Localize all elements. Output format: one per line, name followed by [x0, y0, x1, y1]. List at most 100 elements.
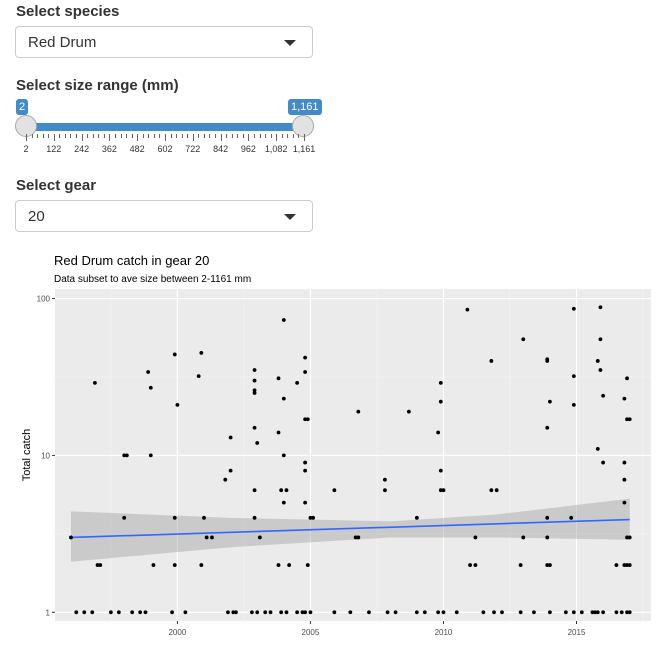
data-point: [263, 610, 268, 615]
data-point: [295, 380, 300, 385]
slider-tick: [120, 134, 122, 138]
data-point: [130, 610, 135, 615]
slider-max-handle[interactable]: [292, 115, 314, 137]
x-tick-label: 2010: [435, 628, 453, 637]
x-tick-label: 2015: [568, 628, 586, 637]
slider-tick-label: 122: [46, 144, 62, 154]
data-point: [468, 563, 472, 567]
data-point: [257, 535, 262, 540]
slider-tick: [81, 134, 83, 141]
slider-tick: [215, 134, 217, 138]
data-point: [625, 563, 629, 567]
data-point: [492, 610, 496, 615]
slider-tick: [292, 134, 294, 138]
slider-tick: [198, 134, 200, 138]
data-point: [569, 515, 574, 520]
data-point: [547, 399, 552, 404]
data-point: [228, 468, 233, 473]
data-point: [571, 610, 576, 615]
data-point: [438, 488, 443, 493]
slider-tick: [176, 134, 178, 138]
slider-tick: [209, 134, 211, 138]
data-point: [303, 500, 308, 505]
data-point: [183, 610, 188, 615]
data-point: [601, 610, 606, 615]
slider-tick: [31, 134, 33, 138]
data-point: [300, 610, 305, 615]
slider-tick: [131, 134, 133, 138]
data-point: [393, 610, 398, 615]
gear-select[interactable]: 20: [15, 200, 313, 232]
slider-tick: [48, 134, 50, 138]
data-point: [138, 610, 143, 615]
slider-tick: [237, 134, 239, 138]
data-point: [500, 610, 504, 615]
data-point: [305, 417, 310, 422]
slider-tick: [192, 134, 194, 141]
data-point: [108, 610, 113, 615]
slider-tick: [265, 134, 267, 138]
data-point: [170, 610, 174, 615]
data-point: [625, 417, 629, 422]
data-point: [143, 610, 148, 615]
data-point: [547, 610, 552, 615]
data-point: [622, 563, 627, 567]
slider-tick: [187, 134, 189, 138]
data-point: [74, 610, 79, 615]
data-point: [332, 488, 337, 493]
data-point: [441, 610, 446, 615]
slider-tick: [281, 134, 283, 138]
data-point: [414, 610, 419, 615]
slider-tick: [248, 134, 250, 141]
data-point: [124, 453, 129, 458]
data-point: [122, 515, 127, 520]
data-point: [385, 610, 390, 615]
data-point: [90, 610, 95, 615]
data-point: [367, 610, 371, 615]
slider-tick: [126, 134, 128, 138]
data-point: [308, 610, 313, 615]
slider-tick: [170, 134, 172, 138]
slider-tick: [114, 134, 116, 138]
data-point: [252, 515, 257, 520]
slider-track[interactable]: [26, 123, 304, 131]
data-point: [521, 535, 526, 540]
slider-tick: [159, 134, 161, 138]
chevron-down-icon: [284, 40, 296, 46]
data-point: [199, 351, 204, 355]
data-point: [148, 453, 153, 458]
data-point: [436, 610, 441, 615]
data-point: [518, 610, 523, 615]
data-point: [518, 563, 523, 567]
data-point: [627, 563, 632, 567]
data-point: [595, 610, 600, 615]
slider-tick-label: 962: [240, 144, 256, 154]
data-point: [303, 417, 308, 422]
x-tick-label: 2005: [302, 628, 320, 637]
data-point: [547, 563, 552, 567]
data-point: [255, 441, 260, 445]
data-point: [281, 396, 286, 401]
data-point: [303, 370, 308, 374]
trend-line: [70, 518, 630, 539]
data-point: [199, 563, 204, 567]
data-point: [598, 368, 603, 372]
data-point: [438, 399, 443, 404]
data-point: [590, 610, 595, 615]
data-point: [625, 376, 629, 381]
slider-tick: [226, 134, 228, 138]
data-point: [252, 488, 257, 493]
species-select[interactable]: Red Drum: [15, 26, 313, 58]
data-point: [383, 488, 387, 493]
data-point: [279, 610, 284, 615]
data-point: [563, 610, 568, 615]
data-point: [579, 610, 584, 615]
size-range-label: Select size range (mm): [16, 77, 179, 94]
data-point: [601, 393, 606, 398]
data-point: [595, 447, 600, 451]
data-point: [332, 610, 337, 615]
data-point: [406, 409, 411, 414]
slider-tick: [259, 134, 261, 138]
data-point: [252, 388, 257, 393]
slider-tick-label: 1,082: [264, 144, 288, 154]
